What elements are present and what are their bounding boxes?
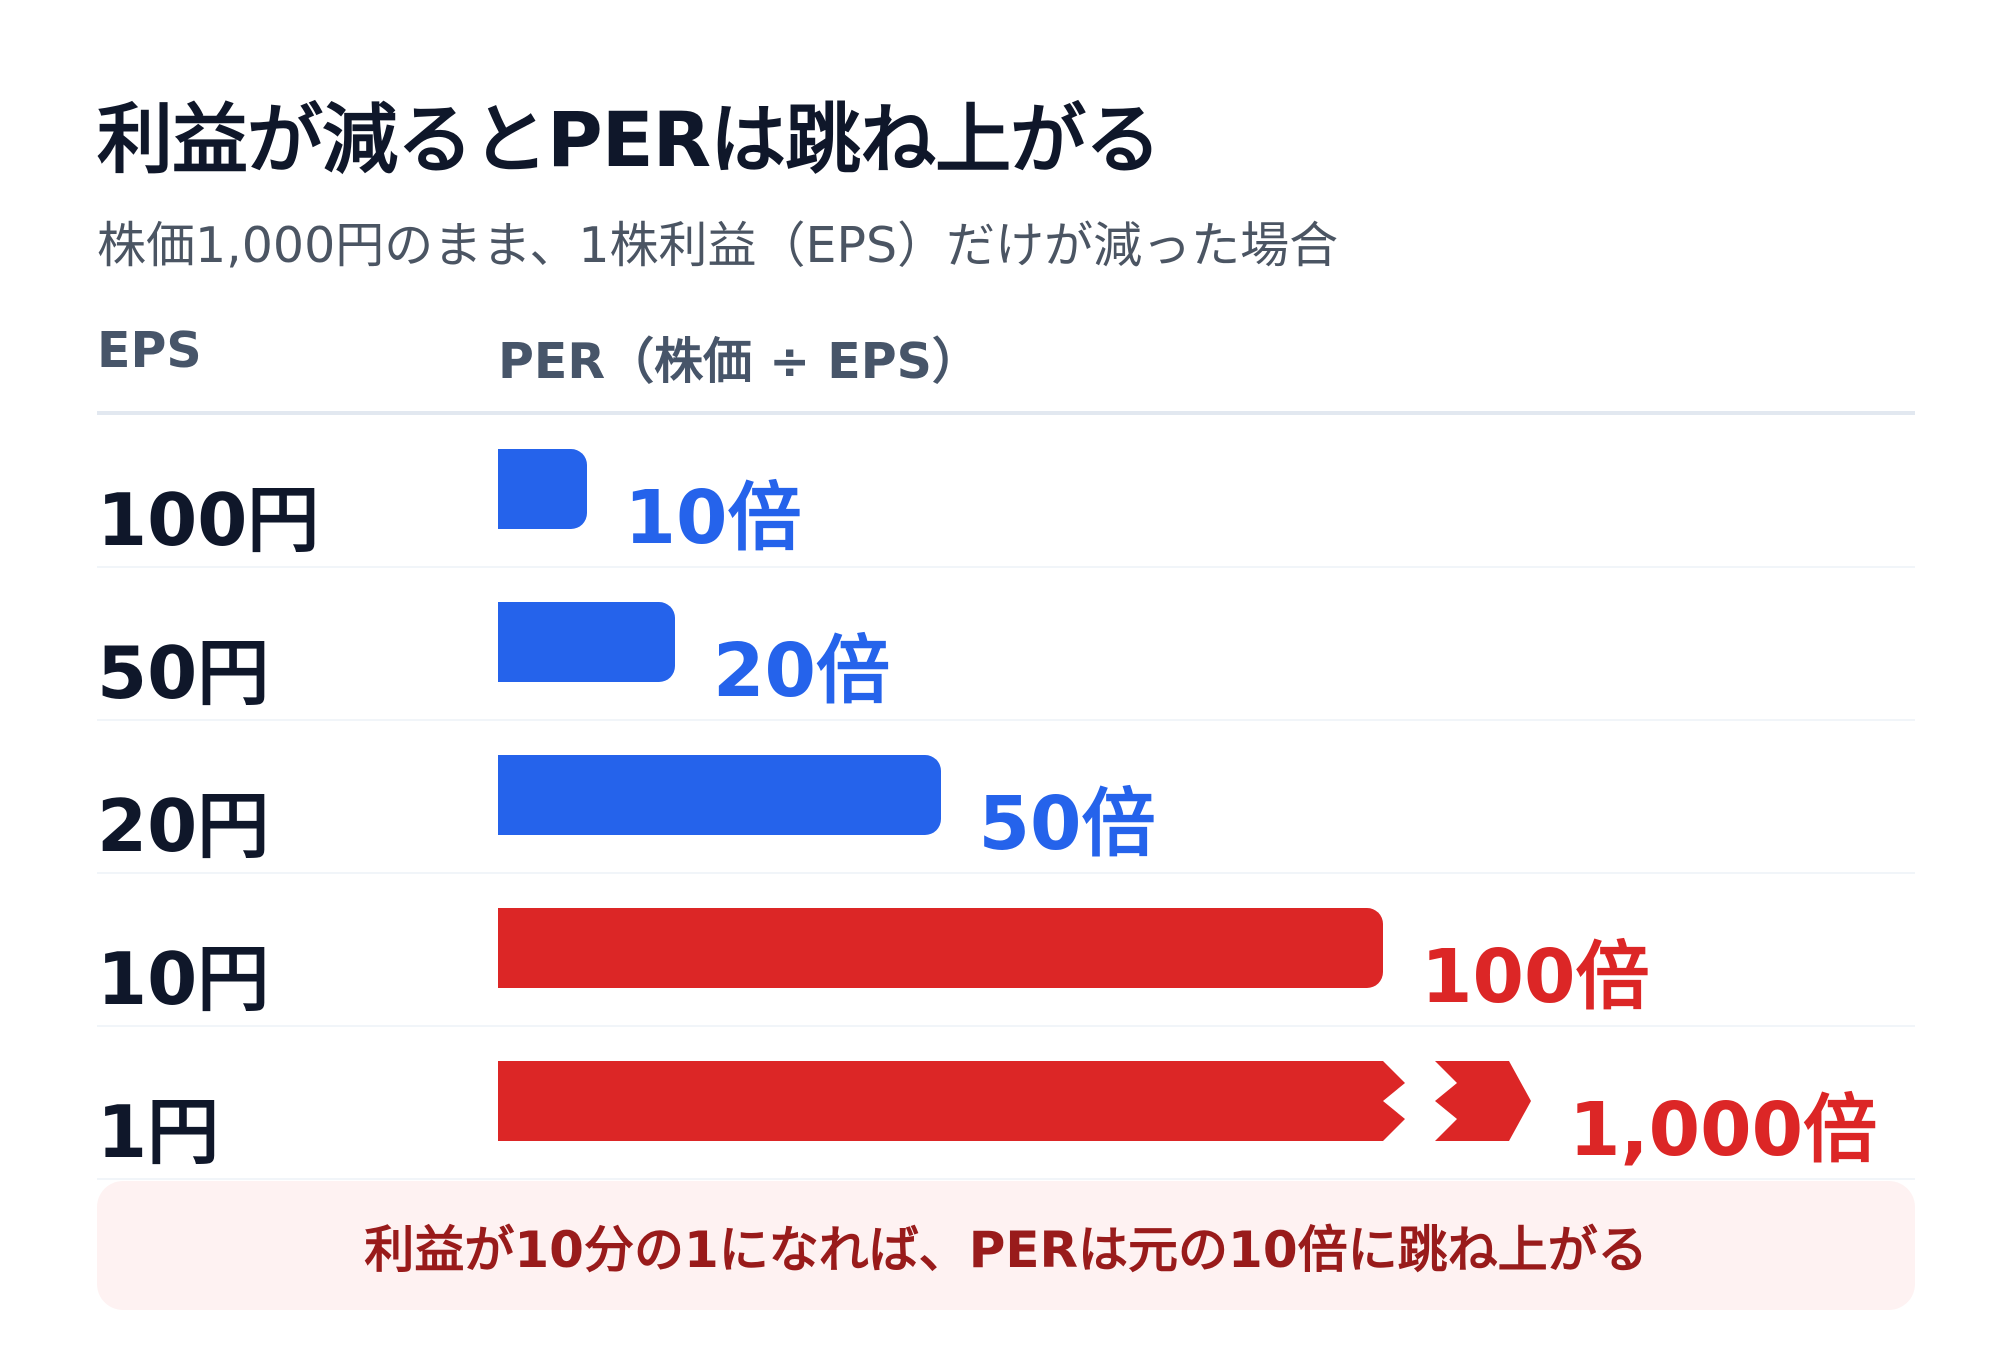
bar-row: 10円 100倍 [97,874,1915,1027]
per-value-label: 10倍 [624,475,802,561]
row-divider [97,1178,1915,1180]
eps-label: 1円 [97,1090,220,1174]
row-divider [97,566,1915,568]
bar-row: 50円 20倍 [97,568,1915,721]
row-divider [97,719,1915,721]
eps-label: 100円 [97,478,320,562]
bar-main-segment [498,1061,1405,1141]
chart-subtitle: 株価1,000円のまま、1株利益（EPS）だけが減った場合 [97,217,1339,274]
bar-break-segment [1435,1061,1531,1141]
bar [498,602,675,682]
row-divider [97,1025,1915,1027]
bar-row: 1円 1,000倍 [97,1027,1915,1180]
per-value-label: 20倍 [713,628,890,714]
eps-label: 20円 [97,784,270,868]
eps-label: 50円 [97,631,270,715]
per-value-label: 100倍 [1421,934,1650,1020]
chart-title: 利益が減るとPERは跳ね上がる [97,95,1161,184]
bar-broken [498,1061,1531,1141]
eps-column-header: EPS [97,322,202,379]
bar-row: 100円 10倍 [97,415,1915,568]
bar [498,908,1383,988]
summary-note-text: 利益が10分の1になれば、PERは元の10倍に跳ね上がる [364,1220,1648,1279]
eps-label: 10円 [97,937,270,1021]
bar [498,755,941,835]
summary-note: 利益が10分の1になれば、PERは元の10倍に跳ね上がる [97,1181,1915,1310]
bar [498,449,587,529]
per-value-label: 50倍 [978,781,1156,867]
per-column-header: PER（株価 ÷ EPS） [498,333,981,390]
per-value-label: 1,000倍 [1569,1087,1878,1173]
row-divider [97,872,1915,874]
bar-row: 20円 50倍 [97,721,1915,874]
header-divider [97,411,1915,415]
